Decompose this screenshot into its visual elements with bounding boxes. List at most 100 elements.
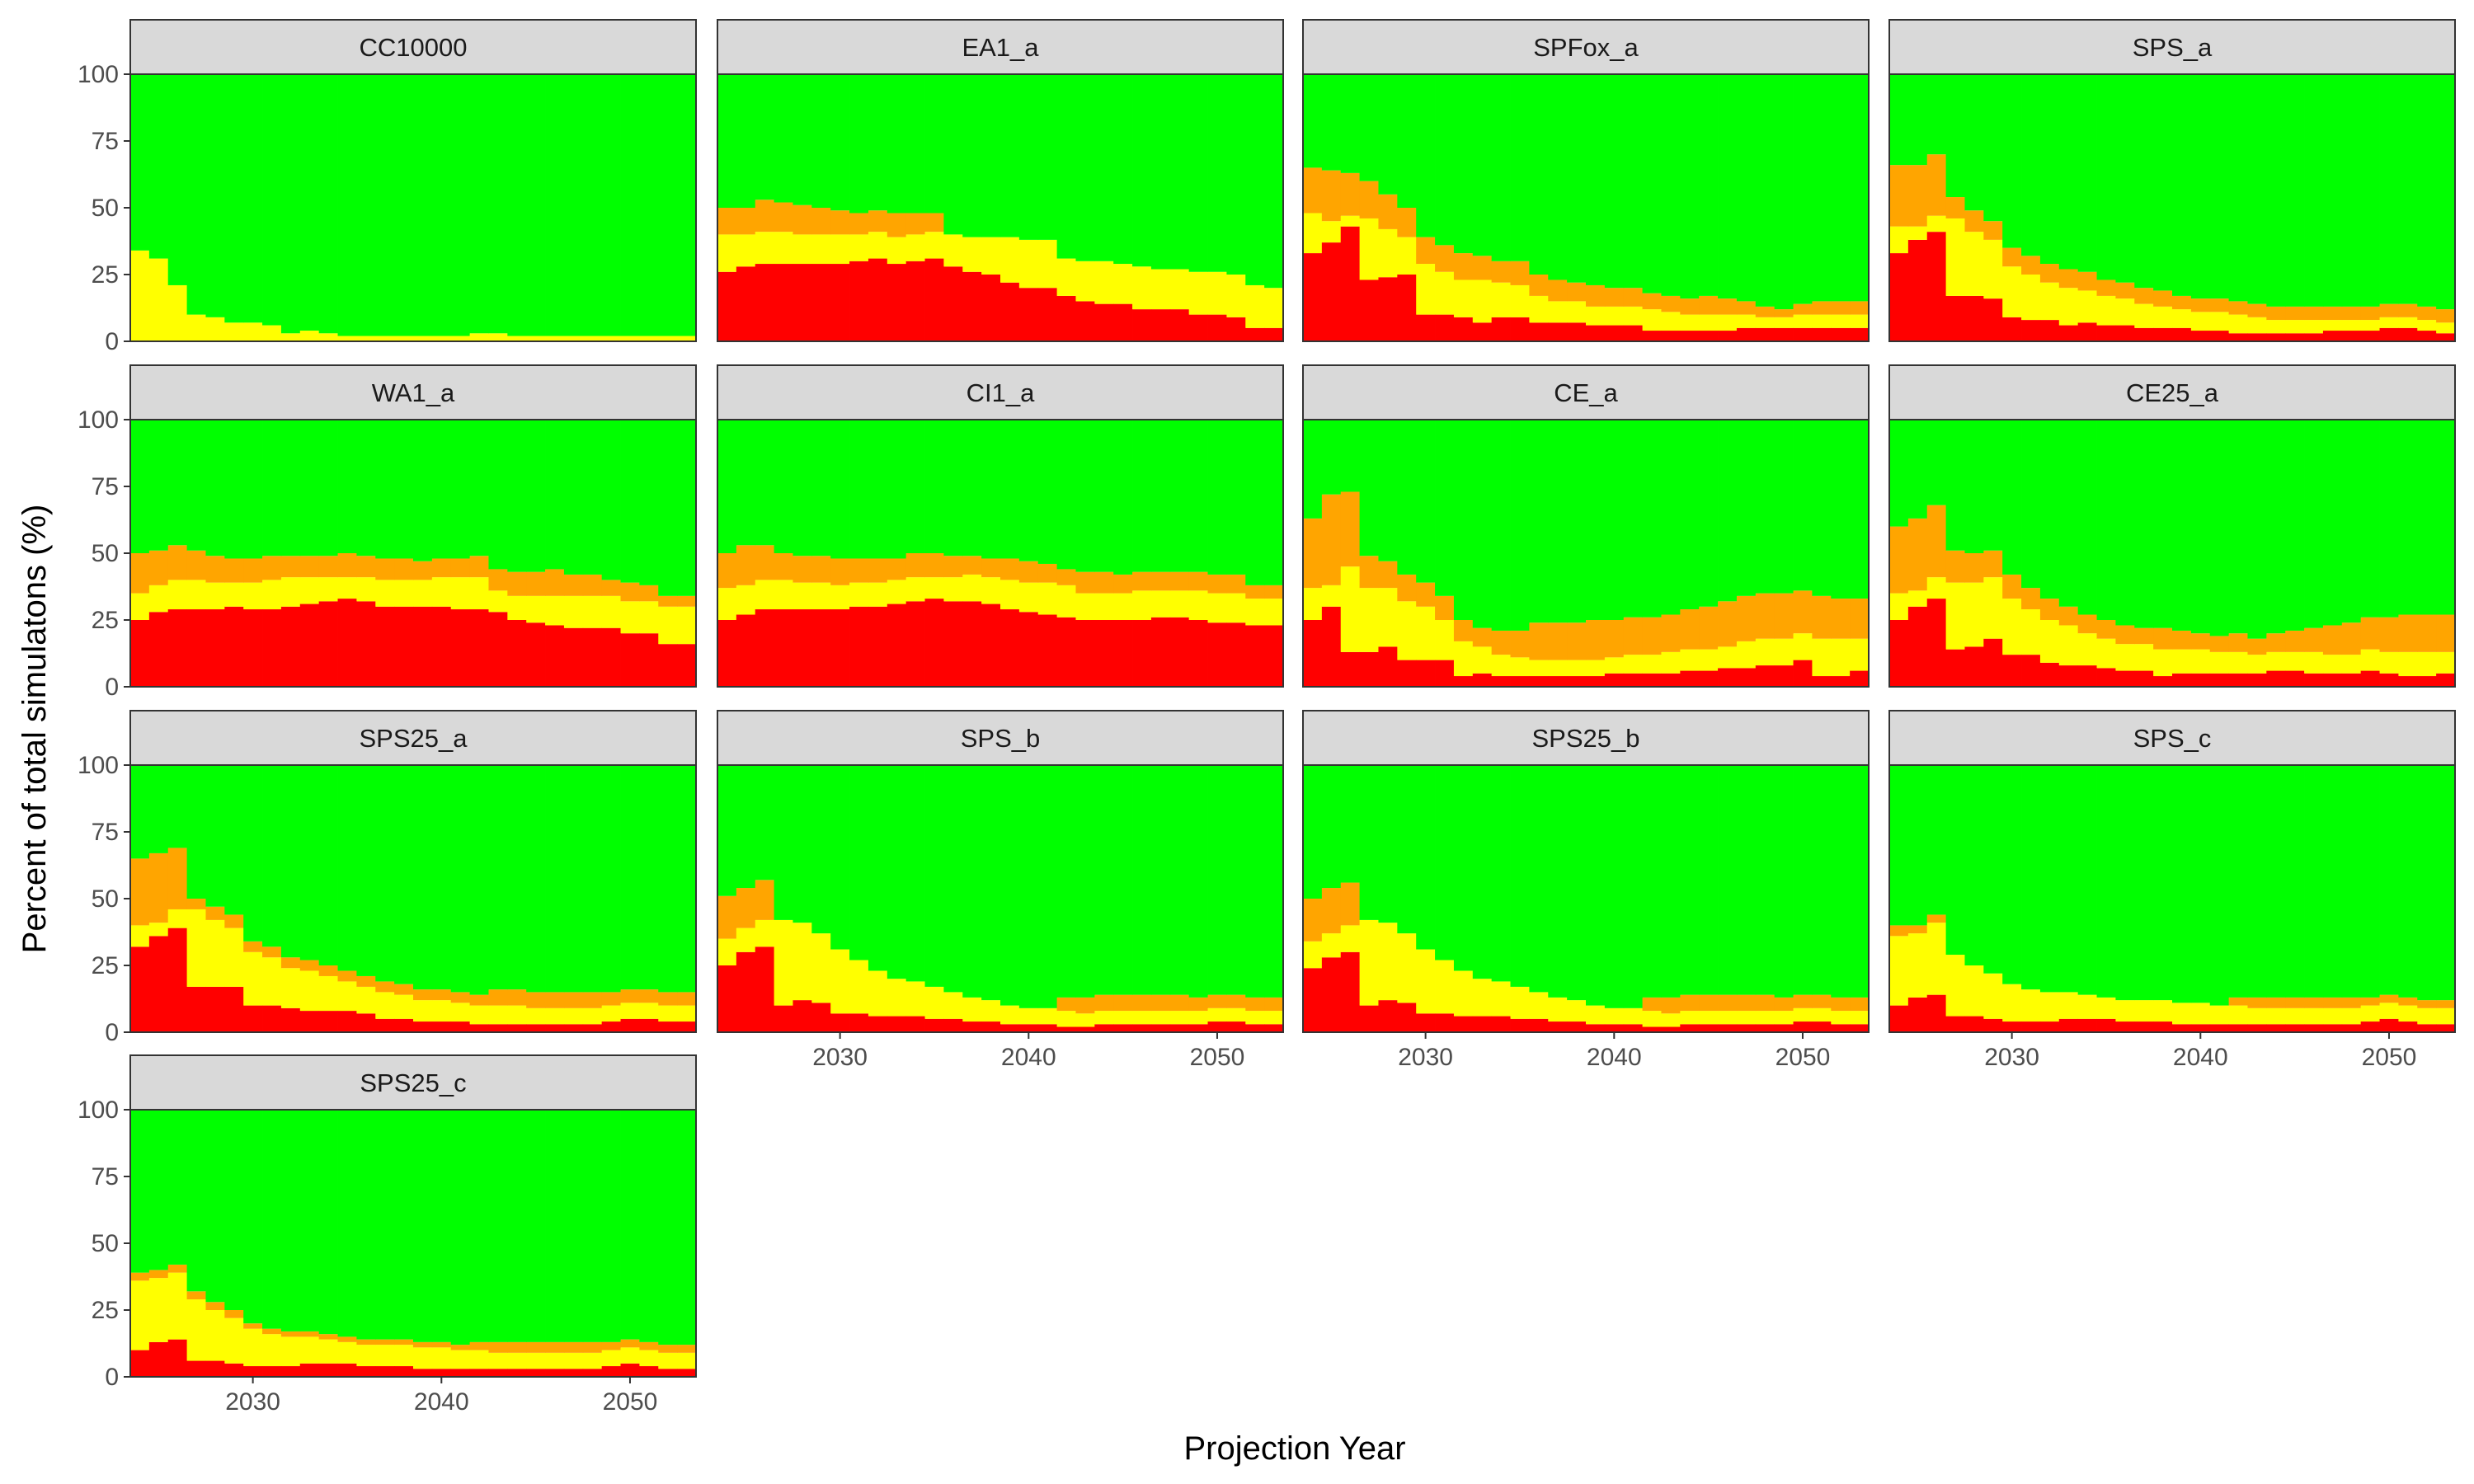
bar-segment-red	[394, 1366, 414, 1377]
bar-segment-yellow	[1056, 1011, 1076, 1027]
bar-segment-red	[2228, 673, 2248, 687]
bar-segment-green	[1245, 420, 1265, 585]
bar-segment-orange	[849, 213, 869, 235]
bar-segment-red	[1623, 325, 1643, 341]
bar-segment-red	[243, 1366, 263, 1377]
bar-segment-orange	[1831, 301, 1851, 315]
bar-segment-green	[1623, 420, 1643, 618]
bar-segment-yellow	[450, 577, 470, 610]
bar-segment-yellow	[677, 336, 697, 341]
bar-segment-green	[2360, 765, 2380, 998]
bar-segment-orange	[2058, 606, 2079, 626]
panel-title: CI1_a	[967, 378, 1035, 407]
bar-segment-red	[1378, 1000, 1398, 1032]
bar-segment-red	[507, 1369, 527, 1377]
bar-segment-orange	[469, 1341, 489, 1350]
bar-segment-green	[601, 765, 621, 993]
bar-segment-red	[450, 1021, 470, 1032]
bar-segment-orange	[1964, 553, 1984, 583]
bar-segment-red	[2341, 331, 2362, 341]
bar-segment-yellow	[1113, 593, 1133, 620]
bar-segment-orange	[1226, 994, 1246, 1008]
bar-segment-orange	[1926, 505, 1946, 578]
bar-segment-yellow	[1718, 1011, 1738, 1025]
bar-segment-yellow	[2322, 1007, 2343, 1025]
bar-segment-red	[526, 622, 546, 687]
bar-segment-yellow	[1964, 965, 1984, 1017]
bar-segment-red	[2398, 327, 2418, 341]
bar-segment-green	[2436, 74, 2456, 310]
bar-segment-yellow	[1453, 970, 1474, 1017]
bar-segment-yellow	[2247, 655, 2267, 674]
bar-segment-yellow	[1529, 660, 1549, 677]
bar-segment-green	[1586, 74, 1606, 285]
bar-segment-yellow	[1321, 585, 1342, 607]
bar-segment-orange	[1793, 590, 1813, 634]
bar-segment-green	[469, 765, 489, 995]
bar-segment-green	[2021, 420, 2041, 589]
bar-segment-green	[2360, 420, 2380, 618]
bar-segment-red	[1075, 1026, 1095, 1032]
bar-segment-green	[2341, 420, 2362, 623]
bar-segment-orange	[1303, 518, 1323, 589]
bar-segment-green	[1000, 74, 1020, 237]
bar-segment-green	[2247, 420, 2267, 639]
bar-segment-red	[1926, 599, 1946, 687]
bar-segment-yellow	[1094, 261, 1114, 304]
bar-segment-orange	[1926, 154, 1946, 216]
bar-segment-green	[1983, 420, 2003, 551]
bar-segment-green	[1359, 765, 1379, 920]
bar-segment-yellow	[1983, 239, 2003, 299]
bar-segment-yellow	[130, 250, 150, 341]
bar-segment-orange	[280, 1331, 301, 1337]
bar-segment-orange	[394, 984, 414, 995]
bar-segment-red	[1604, 1024, 1625, 1032]
bar-segment-yellow	[1416, 264, 1436, 315]
bar-segment-red	[2039, 1021, 2060, 1032]
bar-segment-red	[205, 986, 225, 1032]
bar-segment-red	[1736, 327, 1757, 341]
bar-segment-green	[905, 420, 925, 553]
bar-segment-yellow	[2304, 651, 2324, 674]
bar-segment-yellow	[2134, 1000, 2154, 1022]
bar-segment-yellow	[2417, 1007, 2437, 1025]
bar-segment-yellow	[375, 1345, 395, 1367]
bar-segment-yellow	[2039, 992, 2060, 1022]
bar-segment-red	[1018, 288, 1039, 341]
bar-segment-yellow	[394, 580, 414, 607]
bar-segment-yellow	[318, 577, 338, 602]
bar-segment-orange	[224, 558, 244, 583]
bar-segment-yellow	[1397, 601, 1417, 660]
bar-segment-green	[488, 1110, 508, 1342]
bar-segment-green	[2058, 420, 2079, 607]
bar-segment-orange	[1661, 295, 1681, 312]
bar-segment-red	[2228, 1024, 2248, 1032]
bar-segment-green	[1491, 420, 1511, 631]
bar-segment-orange	[1321, 494, 1342, 585]
bar-segment-green	[413, 420, 433, 561]
bar-segment-green	[563, 1110, 584, 1342]
bar-segment-yellow	[2285, 651, 2305, 671]
bar-segment-red	[1945, 1016, 1965, 1032]
bar-segment-green	[1983, 765, 2003, 974]
bar-segment-yellow	[620, 601, 640, 634]
bar-segment-orange	[318, 556, 338, 578]
bar-segment-orange	[639, 1341, 659, 1350]
bar-segment-orange	[2002, 574, 2022, 599]
bar-segment-orange	[2341, 622, 2362, 655]
bar-segment-yellow	[1207, 271, 1227, 315]
bar-segment-green	[375, 1110, 395, 1340]
bar-segment-red	[1056, 617, 1076, 687]
bar-segment-green	[1964, 420, 1984, 553]
bar-segment-red	[488, 1024, 508, 1032]
bar-segment-yellow	[811, 582, 831, 610]
bar-segment-orange	[1755, 593, 1776, 639]
bar-segment-green	[639, 420, 659, 585]
bar-segment-green	[262, 74, 282, 326]
bar-segment-yellow	[1000, 580, 1020, 610]
bar-segment-orange	[2304, 627, 2324, 652]
bar-segment-green	[1529, 420, 1549, 623]
bar-segment-red	[2436, 673, 2456, 687]
bar-segment-green	[2322, 420, 2343, 626]
